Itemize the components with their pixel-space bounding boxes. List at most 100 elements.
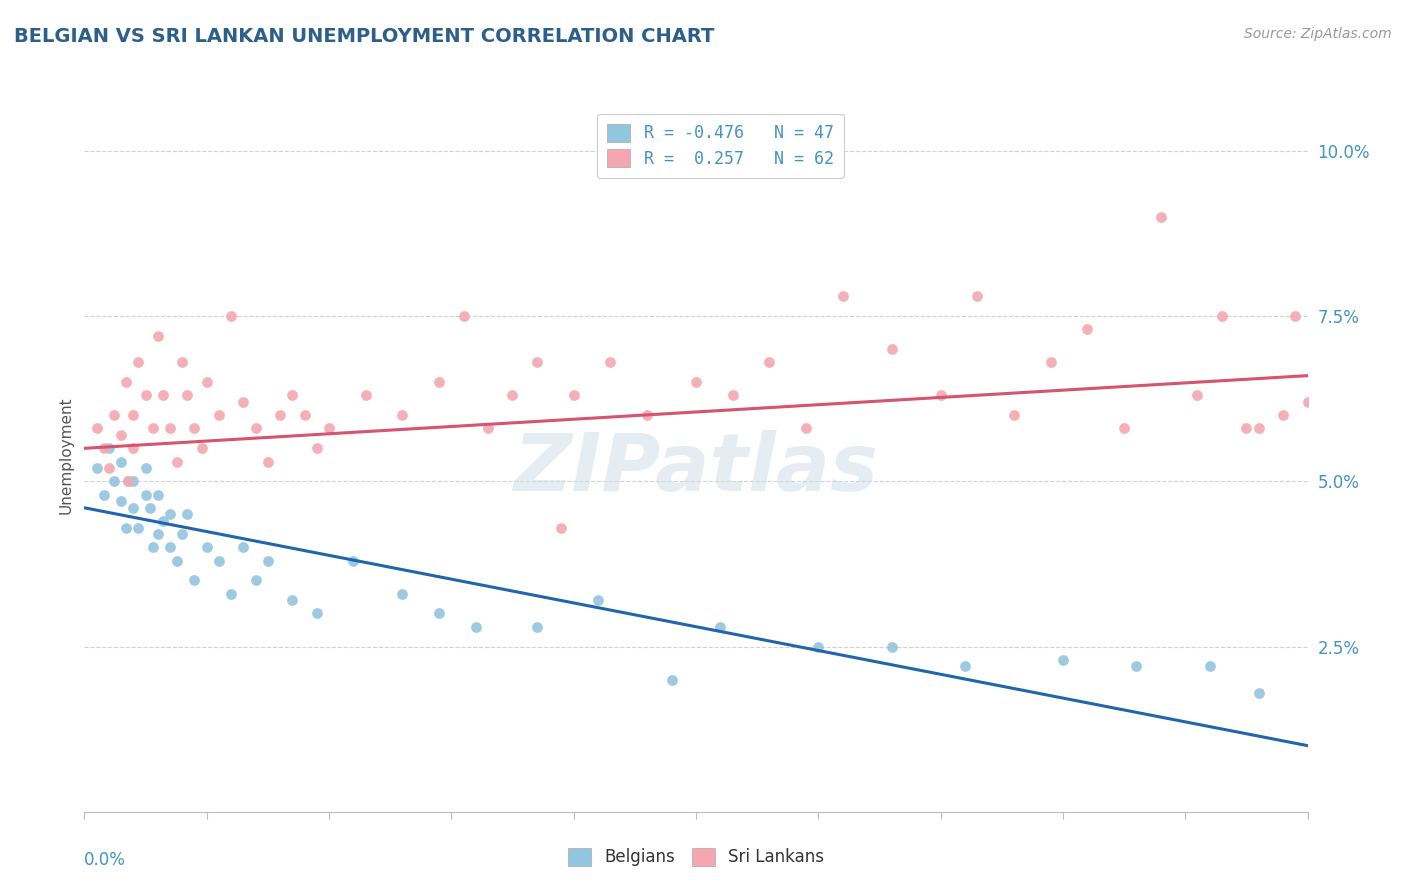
Point: [526, 620, 548, 634]
Point: [880, 640, 903, 654]
Point: [122, 442, 145, 456]
Point: [453, 309, 475, 323]
Point: [257, 554, 280, 568]
Point: [794, 421, 817, 435]
Point: [1296, 395, 1319, 409]
Point: [1211, 309, 1233, 323]
Point: [110, 454, 132, 468]
Point: [93, 442, 115, 456]
Point: [685, 376, 707, 390]
Point: [1039, 355, 1062, 369]
Point: [1150, 210, 1173, 224]
Point: [115, 376, 138, 390]
Point: [318, 421, 340, 435]
Point: [97, 461, 120, 475]
Point: [1234, 421, 1257, 435]
Point: [110, 494, 132, 508]
Point: [139, 500, 162, 515]
Point: [427, 607, 450, 621]
Point: [159, 508, 181, 522]
Point: [966, 289, 988, 303]
Point: [501, 388, 523, 402]
Point: [1052, 653, 1074, 667]
Point: [464, 620, 486, 634]
Point: [1125, 659, 1147, 673]
Point: [1247, 686, 1270, 700]
Point: [159, 541, 181, 555]
Point: [232, 395, 254, 409]
Point: [758, 355, 780, 369]
Point: [183, 574, 205, 588]
Point: [135, 487, 157, 501]
Point: [661, 673, 683, 687]
Point: [219, 587, 242, 601]
Point: [1284, 309, 1306, 323]
Point: [354, 388, 377, 402]
Y-axis label: Unemployment: Unemployment: [58, 396, 73, 514]
Point: [176, 388, 198, 402]
Point: [391, 409, 413, 423]
Point: [122, 409, 145, 423]
Point: [152, 514, 174, 528]
Point: [159, 421, 181, 435]
Point: [929, 388, 952, 402]
Point: [294, 409, 316, 423]
Text: 0.0%: 0.0%: [84, 851, 127, 869]
Text: ZIPatlas: ZIPatlas: [513, 430, 879, 508]
Legend: Belgians, Sri Lankans: Belgians, Sri Lankans: [560, 839, 832, 875]
Point: [1076, 322, 1098, 336]
Point: [477, 421, 499, 435]
Point: [342, 554, 364, 568]
Point: [146, 329, 169, 343]
Point: [1247, 421, 1270, 435]
Point: [152, 388, 174, 402]
Point: [97, 442, 120, 456]
Point: [86, 461, 108, 475]
Point: [1114, 421, 1136, 435]
Point: [831, 289, 853, 303]
Point: [110, 428, 132, 442]
Point: [86, 421, 108, 435]
Point: [208, 554, 231, 568]
Point: [142, 541, 165, 555]
Point: [562, 388, 585, 402]
Point: [1002, 409, 1025, 423]
Point: [195, 376, 218, 390]
Point: [103, 475, 125, 489]
Point: [195, 541, 218, 555]
Point: [245, 421, 267, 435]
Point: [269, 409, 291, 423]
Point: [281, 388, 304, 402]
Point: [191, 442, 214, 456]
Text: Source: ZipAtlas.com: Source: ZipAtlas.com: [1244, 27, 1392, 41]
Point: [172, 527, 194, 541]
Point: [146, 527, 169, 541]
Point: [1187, 388, 1209, 402]
Point: [142, 421, 165, 435]
Point: [127, 520, 149, 534]
Point: [599, 355, 621, 369]
Point: [586, 593, 609, 607]
Point: [1198, 659, 1220, 673]
Point: [880, 342, 903, 356]
Point: [281, 593, 304, 607]
Point: [127, 355, 149, 369]
Point: [305, 607, 328, 621]
Point: [636, 409, 658, 423]
Point: [550, 520, 572, 534]
Point: [93, 487, 115, 501]
Point: [117, 475, 139, 489]
Point: [427, 376, 450, 390]
Point: [117, 475, 139, 489]
Point: [122, 500, 145, 515]
Point: [305, 442, 328, 456]
Point: [953, 659, 976, 673]
Point: [183, 421, 205, 435]
Point: [219, 309, 242, 323]
Point: [1272, 409, 1295, 423]
Point: [122, 475, 145, 489]
Point: [135, 461, 157, 475]
Point: [245, 574, 267, 588]
Point: [709, 620, 731, 634]
Point: [166, 554, 188, 568]
